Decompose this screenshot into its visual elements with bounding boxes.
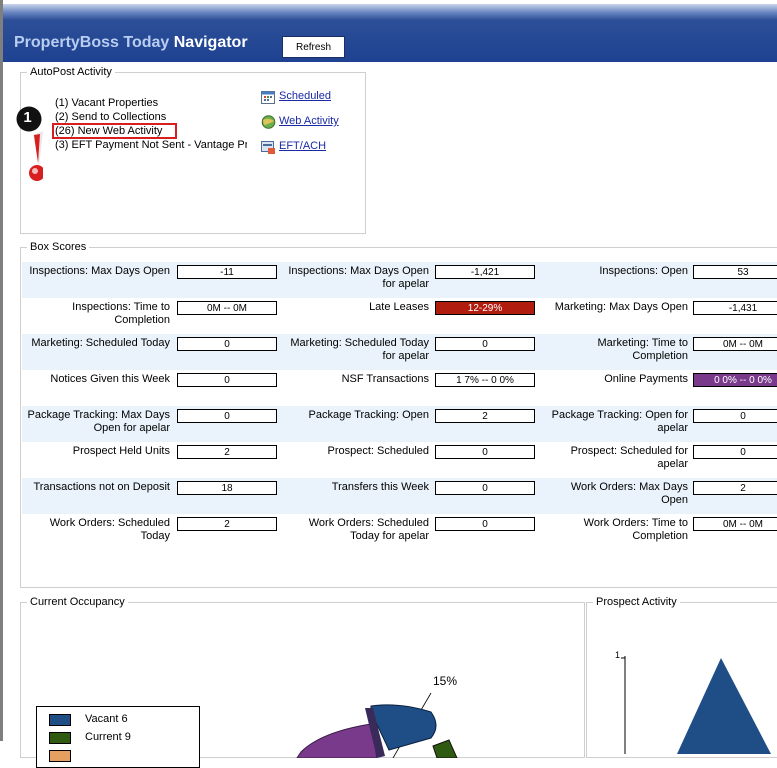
autopost-item-eft-payment[interactable]: (3) EFT Payment Not Sent - Vantage Pro xyxy=(55,139,247,151)
box-score-value[interactable]: 0 xyxy=(693,409,777,423)
box-score-value[interactable]: -1,421 xyxy=(435,265,535,279)
pie-slice-current xyxy=(432,739,458,758)
box-score-label: Transfers this Week xyxy=(331,481,429,493)
highlight-box xyxy=(52,123,177,139)
box-score-label: NSF Transactions xyxy=(341,373,429,385)
box-score-label: Inspections: Max Days Open xyxy=(29,265,170,277)
legend-swatch xyxy=(49,732,71,744)
box-score-label: Marketing: Time to Completion xyxy=(597,337,688,362)
box-score-value[interactable]: 0 xyxy=(435,337,535,351)
box-score-value[interactable]: 2 xyxy=(435,409,535,423)
box-score-value[interactable]: -11 xyxy=(177,265,277,279)
autopost-item-send-to-collections[interactable]: (2) Send to Collections xyxy=(55,111,167,123)
globe-icon xyxy=(261,115,276,129)
box-score-label: Package Tracking: Open xyxy=(308,409,429,421)
box-score-value[interactable]: 0M -- 0M xyxy=(693,517,777,531)
page-title: PropertyBoss Today Navigator xyxy=(14,34,248,52)
box-score-row: Notices Given this Week 0 NSF Transactions… xyxy=(22,370,777,406)
box-score-value[interactable]: 0 xyxy=(435,517,535,531)
box-score-label: Prospect: Scheduled for apelar xyxy=(570,445,688,470)
eft-ach-link[interactable]: EFT/ACH xyxy=(279,140,327,152)
box-score-value[interactable]: 53 xyxy=(693,265,777,279)
autopost-activity-panel: AutoPost Activity (1) Vacant Properties … xyxy=(20,66,366,234)
box-score-label: Work Orders: Scheduled Today for apelar xyxy=(308,517,429,542)
box-score-label: Inspections: Time to Completion xyxy=(72,301,170,326)
box-score-row: Transactions not on Deposit 18 Transfers t… xyxy=(22,478,777,514)
box-score-label: Inspections: Open xyxy=(599,265,688,277)
box-score-row: Prospect Held Units 2 Prospect: Scheduled 0… xyxy=(22,442,777,478)
box-score-label: Prospect Held Units xyxy=(72,445,170,457)
legend-label: Current 9 xyxy=(85,731,131,743)
occupancy-legend: Current Occupancy xyxy=(30,596,125,608)
calendar-icon xyxy=(261,91,275,104)
legend-swatch xyxy=(49,714,71,726)
scheduled-link[interactable]: Scheduled xyxy=(279,90,331,102)
box-score-label: Prospect: Scheduled xyxy=(327,445,429,457)
box-score-value[interactable]: 0M -- 0M xyxy=(177,301,277,315)
page-header: PropertyBoss Today Navigator xyxy=(3,0,777,62)
box-score-row: Work Orders: Scheduled Today 2 Work Orders… xyxy=(22,514,777,550)
box-score-row: Inspections: Max Days Open -11 Inspections… xyxy=(22,262,777,298)
box-score-value[interactable]: 0 0% -- 0 0% xyxy=(693,373,777,387)
box-score-label: Late Leases xyxy=(369,301,429,313)
box-score-label: Package Tracking: Max Days Open for apel… xyxy=(27,409,170,434)
box-score-value[interactable]: 2 xyxy=(177,445,277,459)
window-border xyxy=(0,0,3,741)
box-score-label: Package Tracking: Open for apelar xyxy=(551,409,688,434)
box-score-label: Inspections: Max Days Open for apelar xyxy=(288,265,429,290)
box-score-row: Marketing: Scheduled Today 0 Marketing: Sc… xyxy=(22,334,777,370)
box-score-label: Marketing: Max Days Open xyxy=(554,301,688,313)
box-score-value[interactable]: 0 xyxy=(177,409,277,423)
legend-swatch xyxy=(49,750,71,762)
box-score-value[interactable]: 0 xyxy=(177,373,277,387)
autopost-item-vacant-properties[interactable]: (1) Vacant Properties xyxy=(55,97,159,109)
prospect-axis-tick: 1 xyxy=(615,650,621,660)
box-score-value[interactable]: 0 xyxy=(177,337,277,351)
autopost-item-new-web-activity[interactable]: (26) New Web Activity xyxy=(55,125,163,137)
box-score-label: Marketing: Scheduled Today xyxy=(31,337,170,349)
box-scores-panel: Box Scores xyxy=(20,241,777,588)
box-score-label: Work Orders: Max Days Open xyxy=(570,481,688,506)
box-score-value[interactable]: 12-29% xyxy=(435,301,535,315)
refresh-button[interactable]: Refresh xyxy=(282,36,345,58)
autopost-legend: AutoPost Activity xyxy=(30,66,112,78)
box-scores-legend: Box Scores xyxy=(30,241,87,253)
card-icon xyxy=(261,141,275,154)
box-score-value[interactable]: 0 xyxy=(435,481,535,495)
box-score-label: Transactions not on Deposit xyxy=(33,481,170,493)
callout-number: 1 xyxy=(23,109,32,126)
pie-slice-vacant xyxy=(370,704,437,751)
box-score-row: Inspections: Time to Completion 0M -- 0M L… xyxy=(22,298,777,334)
prospect-chart xyxy=(621,656,771,754)
title-brand: PropertyBoss Today xyxy=(14,34,170,51)
box-score-value[interactable]: 18 xyxy=(177,481,277,495)
box-score-label: Online Payments xyxy=(604,373,688,385)
callout-marker-icon xyxy=(16,106,43,181)
box-score-value[interactable]: 0 xyxy=(693,445,777,459)
box-score-value[interactable]: 0 xyxy=(435,445,535,459)
box-score-label: Notices Given this Week xyxy=(50,373,170,385)
occupancy-legend-box: Vacant 6 Current 9 xyxy=(36,706,200,768)
legend-label: Vacant 6 xyxy=(85,713,128,725)
current-occupancy-panel: Current Occupancy Vacant 6 Current 9 15% xyxy=(20,596,585,768)
box-score-value[interactable]: -1,431 xyxy=(693,301,777,315)
prospect-activity-panel: Prospect Activity 1 xyxy=(586,596,777,758)
box-score-value[interactable]: 0M -- 0M xyxy=(693,337,777,351)
box-score-label: Marketing: Scheduled Today for apelar xyxy=(290,337,429,362)
box-score-label: Work Orders: Time to Completion xyxy=(583,517,688,542)
title-suffix: Navigator xyxy=(173,34,248,51)
pie-slice-purple xyxy=(296,723,378,758)
box-score-value[interactable]: 1 7% -- 0 0% xyxy=(435,373,535,387)
pie-percent-label: 15% xyxy=(433,674,458,688)
box-score-value[interactable]: 2 xyxy=(177,517,277,531)
web-activity-link[interactable]: Web Activity xyxy=(279,115,339,127)
box-score-label: Work Orders: Scheduled Today xyxy=(49,517,170,542)
prospect-triangle-mark xyxy=(677,658,771,754)
occupancy-pie-chart xyxy=(296,692,458,758)
box-score-row: Package Tracking: Max Days Open for apel… xyxy=(22,406,777,442)
prospect-legend: Prospect Activity xyxy=(596,596,677,608)
box-score-value[interactable]: 2 xyxy=(693,481,777,495)
